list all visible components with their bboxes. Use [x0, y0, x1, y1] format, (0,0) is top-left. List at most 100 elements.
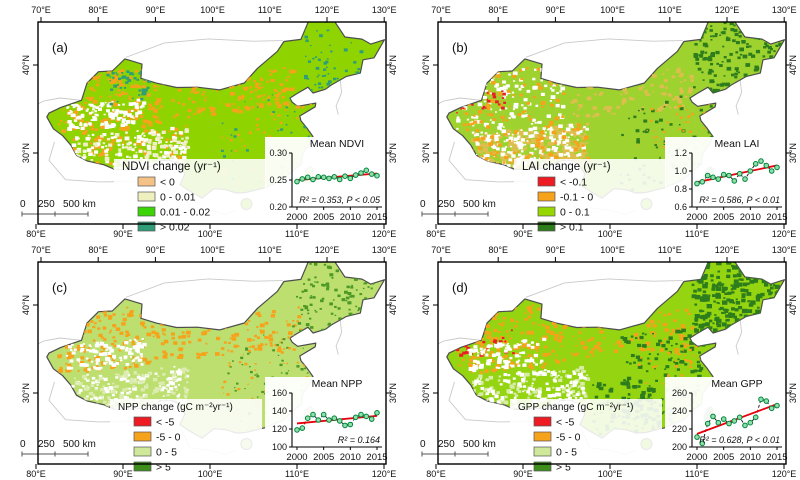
legend-title: GPP change (gC m⁻²yr⁻¹): [518, 402, 633, 413]
data-point: [774, 164, 780, 171]
svg-text:2010: 2010: [740, 452, 761, 463]
map-svg-d: GPP change (gC m⁻²yr⁻¹) < -5 -5 - 0 0 - 5 > …: [420, 245, 798, 479]
svg-text:40°N: 40°N: [388, 295, 398, 315]
legend-label: 0 - 0.01: [160, 192, 196, 204]
svg-text:90°E: 90°E: [146, 245, 166, 255]
data-point: [304, 415, 311, 421]
panel-label: (b): [452, 40, 468, 55]
legend-swatch: [537, 206, 556, 217]
svg-text:100°E: 100°E: [198, 469, 223, 479]
svg-text:0: 0: [20, 199, 26, 210]
map-svg-b: LAI change (yr⁻¹)< -0.1-0.1 - 00 - 0.1> …: [420, 5, 798, 239]
svg-text:130°E: 130°E: [372, 5, 397, 15]
svg-text:90°E: 90°E: [546, 245, 566, 255]
data-point: [720, 171, 727, 178]
data-point: [768, 168, 775, 174]
svg-text:100°E: 100°E: [600, 5, 625, 15]
svg-text:120°E: 120°E: [372, 469, 397, 479]
svg-text:2015: 2015: [366, 452, 387, 463]
data-point: [726, 172, 732, 179]
data-point: [331, 174, 338, 180]
data-point: [758, 158, 764, 164]
data-point: [710, 174, 716, 181]
data-point: [342, 422, 348, 429]
legend-title: NDVI change (yr⁻¹): [122, 161, 221, 173]
panel-label: (d): [452, 280, 468, 295]
svg-text:30°N: 30°N: [788, 383, 798, 403]
svg-text:80°E: 80°E: [26, 229, 46, 239]
data-point: [310, 411, 316, 418]
svg-text:30°N: 30°N: [421, 143, 431, 163]
inset-stats: R² = 0.353, P < 0.05: [299, 195, 381, 205]
svg-text:90°E: 90°E: [113, 229, 133, 239]
data-point: [704, 420, 711, 427]
data-point: [342, 173, 348, 179]
panel-ndvi: NDVI change (yr⁻¹) < 0 0 - 0.01 0.01 - 0.02…: [0, 0, 400, 240]
data-point: [336, 176, 343, 183]
data-point: [368, 171, 375, 177]
svg-text:500 km: 500 km: [63, 439, 96, 450]
data-point: [763, 398, 770, 404]
panel-npp: NPP change (gC m⁻²yr⁻¹) < -5 -5 - 0 0 - 5 > …: [0, 240, 400, 480]
data-point: [699, 440, 706, 447]
data-point: [726, 420, 732, 427]
svg-text:40°N: 40°N: [21, 55, 31, 75]
svg-text:110°E: 110°E: [685, 229, 709, 239]
inset-chart: Mean GPP 200 220 240 260 2000 2005 2010 2015 R² =…: [665, 377, 788, 463]
data-point: [694, 434, 700, 440]
axis-frame: 70°E 80°E 90°E 100°E 110°E 120°E 130°E 80°E 90°E…: [421, 245, 798, 479]
data-point: [326, 175, 332, 182]
inset-title: Mean GPP: [711, 378, 762, 390]
svg-text:40°N: 40°N: [21, 295, 31, 315]
data-point: [720, 416, 727, 422]
data-point: [320, 174, 327, 181]
svg-text:120°E: 120°E: [772, 229, 797, 239]
legend-swatch: [133, 446, 152, 457]
svg-text:110°E: 110°E: [258, 5, 282, 15]
data-point: [299, 425, 306, 431]
inset-title: Mean NPP: [312, 378, 363, 390]
data-point: [731, 178, 738, 184]
data-point: [363, 167, 370, 174]
inset-chart: Mean LAI 0.6 0.8 1.0 1.2 2000 2005 2010 2015 R² =…: [665, 137, 788, 223]
svg-text:100°E: 100°E: [200, 5, 225, 15]
data-point: [736, 414, 743, 421]
legend-label: 0.01 - 0.02: [160, 207, 210, 219]
svg-text:500 km: 500 km: [463, 439, 496, 450]
data-point: [326, 417, 332, 423]
svg-text:2010: 2010: [340, 212, 361, 223]
data-point: [352, 414, 359, 421]
data-point: [715, 176, 722, 182]
svg-text:2005: 2005: [713, 212, 734, 223]
svg-text:2010: 2010: [340, 452, 361, 463]
svg-text:80°E: 80°E: [88, 245, 108, 255]
svg-text:30°N: 30°N: [388, 143, 398, 163]
legend-label: 0 - 5: [156, 447, 177, 459]
data-point: [320, 411, 327, 418]
data-point: [347, 421, 354, 428]
svg-text:250: 250: [438, 199, 455, 210]
data-point: [731, 418, 738, 424]
svg-text:30°N: 30°N: [421, 383, 431, 403]
legend-swatch: [133, 461, 152, 472]
data-point: [310, 176, 316, 183]
data-point: [710, 413, 716, 420]
legend-swatch: [137, 191, 156, 202]
svg-text:120°E: 120°E: [715, 245, 740, 255]
inset-stats: R² = 0.164: [338, 435, 380, 445]
svg-text:2000: 2000: [686, 452, 707, 463]
svg-text:130°E: 130°E: [772, 5, 797, 15]
svg-text:80°E: 80°E: [426, 229, 446, 239]
data-point: [294, 178, 300, 185]
svg-text:2010: 2010: [740, 212, 761, 223]
data-point: [763, 162, 770, 169]
svg-text:110°E: 110°E: [658, 245, 682, 255]
svg-text:100°E: 100°E: [598, 469, 623, 479]
svg-text:70°E: 70°E: [31, 245, 51, 255]
data-point: [336, 418, 343, 424]
data-point: [774, 402, 780, 409]
map-legend: NDVI change (yr⁻¹) < 0 0 - 0.01 0.01 - 0.02…: [114, 159, 266, 237]
svg-text:30°N: 30°N: [21, 143, 31, 163]
legend-swatch: [533, 416, 552, 427]
data-point: [299, 176, 306, 182]
